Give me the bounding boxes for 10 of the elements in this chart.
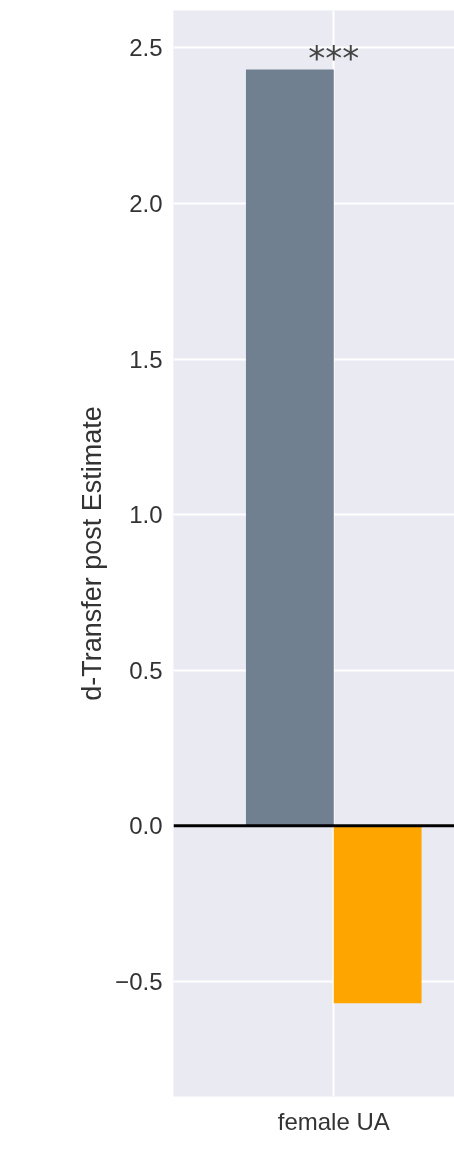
y-axis-title: d-Transfer post Estimate: [77, 406, 108, 701]
y-tick-label: 1.0: [129, 501, 163, 529]
y-tick-label: 0.0: [129, 812, 163, 840]
x-tick-label: female UA: [277, 1107, 390, 1135]
y-tick-label: 0.5: [129, 656, 163, 684]
y-tick-label: −0.5: [115, 967, 163, 995]
y-tick-label: 2.5: [129, 34, 163, 62]
y-tick-label: 1.5: [129, 345, 163, 373]
y-tick-label: 2.0: [129, 189, 163, 217]
annotation: ***: [308, 37, 360, 78]
